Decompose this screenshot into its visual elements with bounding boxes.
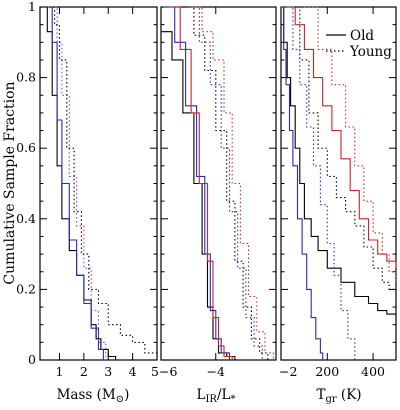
x-tick-label: 5 [151,364,159,379]
x-tick-label: 4 [129,364,137,379]
x-tick-label: 1 [56,364,64,379]
axis-ticks: 0 0.2 0.4 0.6 0.8 1 1 2 3 4 5 −6 −4 −2 200 400 [16,0,396,379]
series-3-red-solid [286,6,397,269]
y-tick-label: 0.8 [16,70,36,85]
legend: Old Young [326,28,392,60]
series-3-black-dotted [290,6,397,297]
y-tick-label: 0.6 [16,140,36,155]
x-tick-label: 400 [361,364,385,379]
series-1-purple-dotted [54,6,107,360]
x-axis-label-tgr: Tgr (K) [316,387,361,405]
x-axis-label-mass: Mass (M⊙) [57,387,130,405]
y-axis-label: Cumulative Sample Fraction [2,81,18,284]
legend-old-label: Old [350,28,374,44]
y-tick-label: 0.2 [16,281,36,296]
series-1-black-solid [42,6,117,360]
series-2-red-solid [169,6,233,360]
x-tick-label: 3 [104,364,112,379]
panel-frames [39,6,397,361]
y-tick-label: 0.4 [16,211,36,226]
series-2-black-dotted [182,6,269,360]
x-tick-label: −2 [279,364,297,379]
legend-young-label: Young [349,44,392,60]
x-tick-label: −4 [207,364,225,379]
series-3-blue-dotted [286,6,356,360]
series-1-black-dotted [49,6,158,357]
x-axis-label-lir: LIR/L* [197,387,236,405]
x-tick-label: −6 [159,364,177,379]
y-tick-label: 0 [28,352,36,367]
series-3-blue-solid [281,6,324,360]
y-tick-label: 1 [28,0,36,14]
series-1-blue-solid [47,6,104,360]
x-tick-label: 2 [80,364,88,379]
data-series [42,6,397,360]
series-3-black-solid [281,6,397,318]
series-2-black-solid [161,31,236,360]
series-2-blue-solid [163,6,231,360]
x-tick-label: 200 [315,364,339,379]
